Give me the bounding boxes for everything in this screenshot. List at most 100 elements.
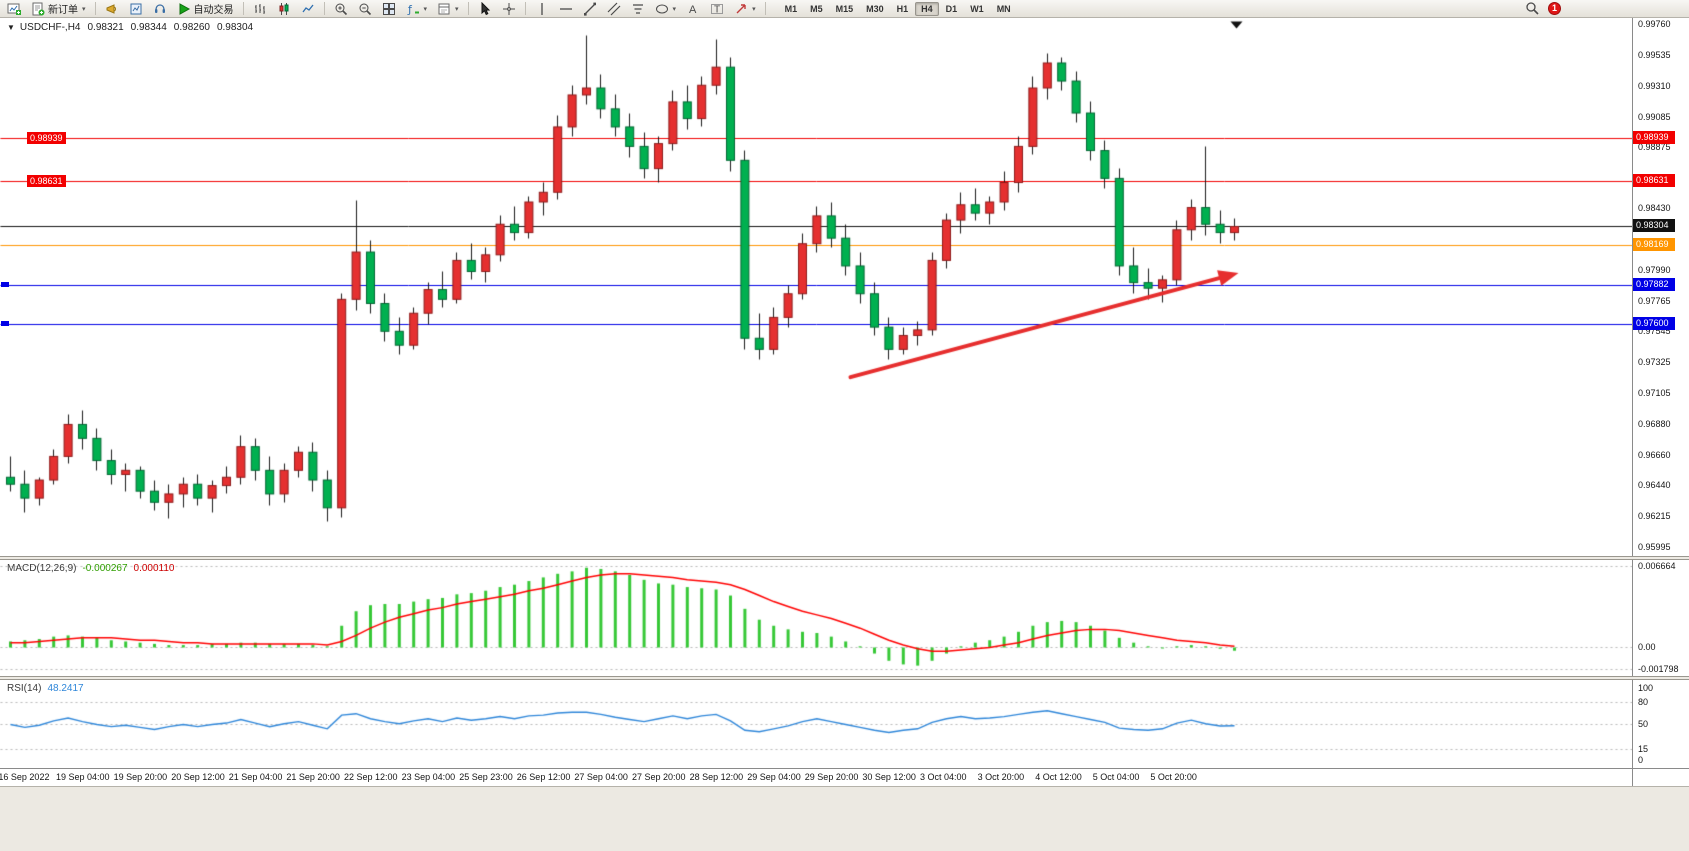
hline-left-label-0.98631[interactable]: 0.98631 [27,174,66,187]
macd-signal-value: 0.000110 [133,563,175,574]
price-axis-label: 0.97765 [1638,295,1671,306]
indicators-caret-icon: ▾ [423,5,428,13]
price-tag-0.98939[interactable]: 0.98939 [1633,131,1675,145]
search-icon[interactable] [1525,1,1539,15]
timeframe-button-M1[interactable]: M1 [784,3,798,14]
chart-window: ▼ USDCHF-,H4 0.98321 0.98344 0.98260 0.9… [0,18,1689,786]
rsi-label-row: RSI(14) 48.2417 [7,683,84,694]
vertical-line-tool-icon[interactable] [531,0,553,18]
time-axis-label: 21 Sep 20:00 [286,772,340,782]
time-axis-label: 26 Sep 12:00 [516,772,571,782]
time-axis-label: 23 Sep 04:00 [401,772,456,782]
time-axis[interactable]: 16 Sep 2022 19 Sep 04:00 19 Sep 20:00 20 Se… [0,768,1689,786]
macd-main-value: -0.000267 [82,563,128,574]
support-headset-icon[interactable] [149,0,171,18]
time-axis-label: 28 Sep 12:00 [689,772,744,782]
macd-label-row: MACD(12,26,9) -0.000267 0.000110 [7,563,174,574]
macd-axis-label: 0.006664 [1638,561,1676,572]
fibonacci-tool-icon[interactable] [627,0,649,18]
shapes-tool-icon[interactable]: ▾ [651,0,681,18]
notifications-badge[interactable]: 1 [1548,1,1561,15]
macd-canvas[interactable] [0,560,1632,676]
auto-trading-label: 自动交易 [193,5,234,16]
text-tool-icon[interactable]: A [682,0,704,18]
ohlc-close: 0.98304 [216,22,254,33]
price-tag-0.97600[interactable]: 0.97600 [1633,317,1675,331]
arrows-tool-icon[interactable]: ▾ [730,0,760,18]
rsi-axis-label: 0 [1638,755,1644,765]
timeframe-button-H1[interactable]: H1 [896,3,909,14]
timeframe-button-M15[interactable]: M15 [835,3,854,14]
price-axis-label: 0.98430 [1638,203,1671,214]
time-axis-label: 5 Oct 20:00 [1150,772,1197,782]
price-chart-canvas[interactable] [0,18,1632,556]
time-axis-label: 30 Sep 12:00 [862,772,916,782]
new-chart-icon[interactable] [3,0,25,18]
timeframe-button-W1[interactable]: W1 [970,3,984,14]
bar-chart-mode-icon[interactable] [249,0,271,18]
timeframe-button-MN[interactable]: MN [996,3,1011,14]
new-order-button[interactable]: 新订单 ▾ [27,0,90,18]
shapes-caret-icon: ▾ [672,5,677,13]
hline-left-label-0.98939[interactable]: 0.98939 [27,131,66,144]
templates-caret-icon: ▾ [455,5,459,13]
toolbar-right-icons: 1 [1525,1,1561,15]
hline-handle[interactable] [1,321,9,327]
price-axis-label: 0.99085 [1638,112,1671,123]
time-axis-label: 4 Oct 12:00 [1035,772,1082,782]
toolbar-separator [323,2,325,15]
rsi-value: 48.2417 [47,683,84,694]
rsi-axis-label: 15 [1638,744,1649,755]
new-order-caret-icon: ▾ [82,5,86,13]
tile-windows-icon[interactable] [378,0,400,18]
macd-axis-label: 0.00 [1638,642,1656,652]
panel-splitter-macd[interactable] [0,556,1689,560]
rsi-axis-label: 80 [1638,697,1649,708]
current-price-tag[interactable]: 0.98304 [1633,219,1675,233]
candlestick-mode-icon[interactable] [273,0,295,18]
time-axis-label: 16 Sep 2022 [0,772,50,782]
channel-tool-icon[interactable] [603,0,625,18]
panel-splitter-rsi[interactable] [0,676,1689,680]
price-axis-label: 0.97325 [1638,357,1671,368]
timeframe-button-M30[interactable]: M30 [866,3,884,14]
macd-panel: MACD(12,26,9) -0.000267 0.000110 0.00666… [0,560,1689,676]
one-click-trading-toggle[interactable]: ▼ [7,23,15,32]
price-axis-label: 0.96440 [1638,480,1671,491]
zoom-in-icon[interactable] [330,0,352,18]
ohlc-open: 0.98321 [87,22,124,33]
indicators-list-icon[interactable]: ƒ ▾ [402,0,432,18]
price-tag-0.98631[interactable]: 0.98631 [1633,174,1675,187]
cursor-tool-icon[interactable] [474,0,496,18]
price-axis-label: 0.97105 [1638,387,1671,398]
price-tag-0.97882[interactable]: 0.97882 [1633,278,1675,292]
time-axis-label: 27 Sep 04:00 [574,772,628,782]
line-chart-mode-icon[interactable] [297,0,319,18]
price-axis-label: 0.98875 [1638,141,1671,152]
text-label-tool-icon[interactable]: T [706,0,728,18]
time-axis-label: 3 Oct 04:00 [920,772,967,782]
ohlc-high: 0.98344 [130,22,167,33]
trendline-tool-icon[interactable] [579,0,601,18]
auto-trading-button[interactable]: 自动交易 [173,0,238,18]
time-axis-label: 19 Sep 20:00 [113,772,168,782]
price-tag-0.98169[interactable]: 0.98169 [1633,238,1675,252]
time-axis-label: 20 Sep 12:00 [171,772,225,782]
macd-axis-label: -0.001798 [1638,663,1679,674]
timeframe-button-H4[interactable]: H4 [915,1,939,16]
market-report-icon[interactable] [125,0,147,18]
timeframe-button-M5[interactable]: M5 [810,3,823,14]
timeframe-button-D1[interactable]: D1 [945,3,958,14]
price-axis-label: 0.99535 [1638,49,1671,60]
announcement-icon[interactable] [101,0,123,18]
horizontal-line-tool-icon[interactable] [555,0,577,18]
arrows-caret-icon: ▾ [752,5,756,13]
toolbar-separator [764,2,766,15]
templates-icon[interactable]: ▾ [433,0,463,18]
price-axis-label: 0.99760 [1638,18,1671,29]
zoom-out-icon[interactable] [354,0,376,18]
crosshair-tool-icon[interactable] [498,0,520,18]
hline-handle[interactable] [1,282,9,288]
rsi-canvas[interactable] [0,680,1632,768]
